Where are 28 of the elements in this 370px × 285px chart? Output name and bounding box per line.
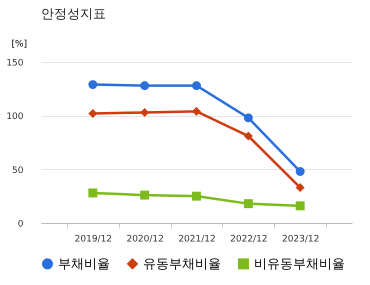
point xyxy=(244,132,253,141)
y-tick-label: 50 xyxy=(12,166,24,176)
x-tick-label: 2023/12 xyxy=(282,234,320,244)
point xyxy=(192,192,201,201)
x-tick-label: 2022/12 xyxy=(230,234,268,244)
y-axis-title: [%] xyxy=(12,40,28,50)
point xyxy=(296,167,305,176)
y-tick-label: 100 xyxy=(6,112,24,122)
x-tick-label: 2020/12 xyxy=(126,234,164,244)
point xyxy=(88,109,98,118)
point xyxy=(244,113,253,122)
point xyxy=(244,199,253,208)
point xyxy=(88,188,98,198)
legend-label: 부채비율 xyxy=(58,256,110,272)
point xyxy=(192,106,201,116)
x-tick-label: 2021/12 xyxy=(178,234,216,244)
point xyxy=(296,183,305,192)
y-tick-label: 150 xyxy=(6,58,24,68)
point xyxy=(140,81,150,90)
chart-title: 안정성지표 xyxy=(41,7,106,22)
point xyxy=(296,201,305,210)
legend-label: 비유동부채비율 xyxy=(254,256,345,272)
point xyxy=(88,80,98,90)
legend-label: 유동부채비율 xyxy=(143,256,221,272)
point xyxy=(192,81,201,90)
y-tick-label: 0 xyxy=(18,220,24,230)
point xyxy=(140,190,150,200)
x-tick-label: 2019/12 xyxy=(74,234,112,244)
